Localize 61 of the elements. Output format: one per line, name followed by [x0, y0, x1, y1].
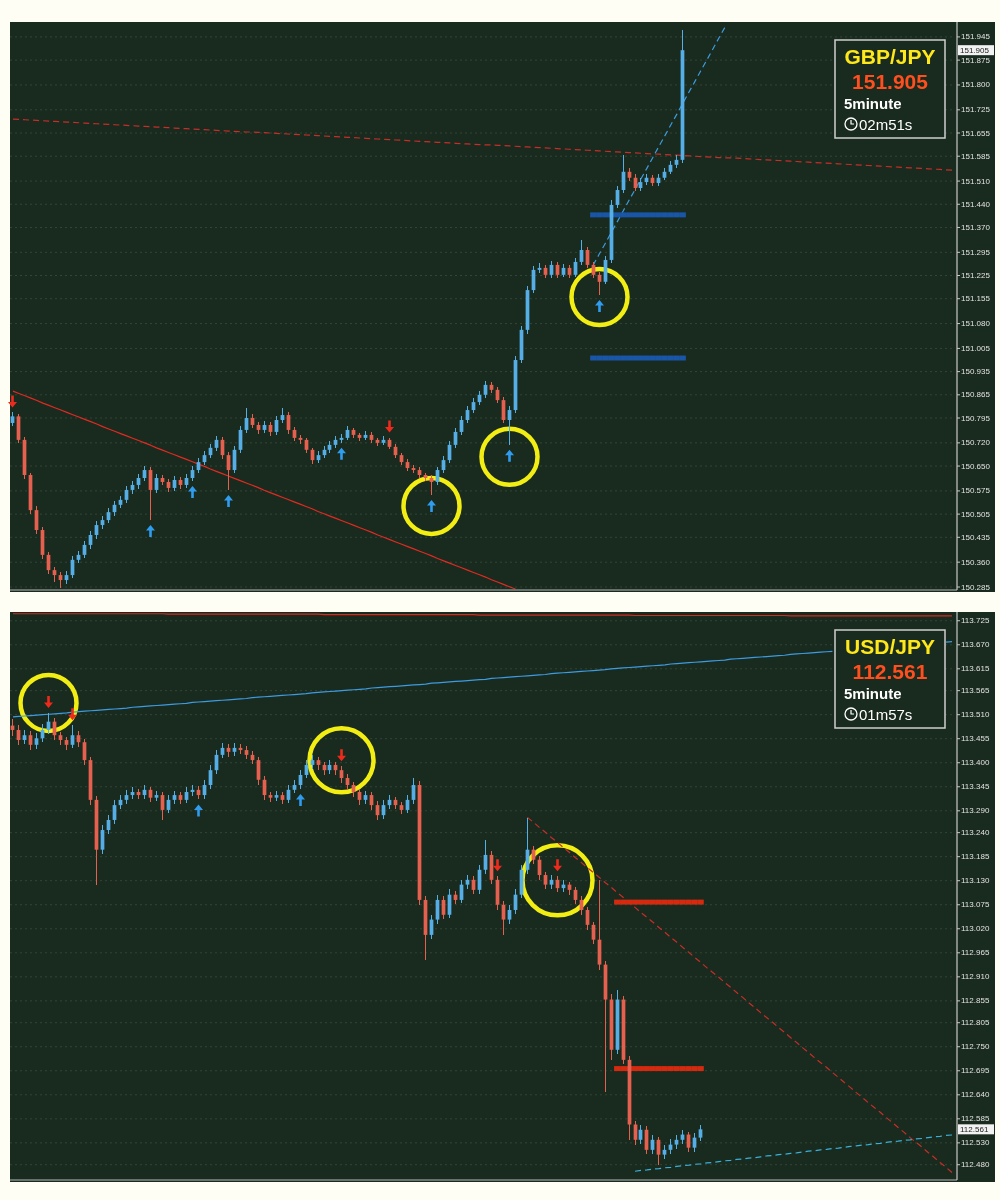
y-tick-label: 151.080 — [961, 319, 991, 329]
y-tick-label: 113.725 — [961, 616, 990, 626]
y-tick-label: 113.075 — [961, 900, 990, 910]
y-tick-label: 113.240 — [961, 828, 990, 838]
y-tick-label: 112.750 — [961, 1042, 990, 1052]
y-tick-label: 113.290 — [961, 806, 990, 816]
y-tick-label: 151.225 — [961, 271, 991, 281]
text: USD/JPY — [845, 635, 935, 658]
line-series — [634, 1134, 953, 1172]
y-tick-label: 151.370 — [961, 222, 991, 232]
y-tick-label: 151.725 — [961, 105, 991, 115]
y-tick-label: 113.565 — [961, 686, 990, 696]
y-tick-label: 112.561 — [960, 1124, 989, 1134]
y-tick-label: 112.640 — [961, 1090, 990, 1100]
y-tick-label: 150.795 — [961, 413, 991, 423]
y-tick-label: 151.585 — [961, 151, 991, 161]
y-tick-label: 151.440 — [961, 199, 991, 209]
y-tick-label: 150.935 — [961, 367, 991, 377]
line-series — [526, 816, 953, 1174]
y-tick-label: 151.005 — [961, 343, 991, 353]
y-tick-label: 112.695 — [961, 1066, 990, 1076]
y-tick-label: 113.185 — [961, 852, 990, 862]
annotation: 02m51s — [859, 116, 913, 133]
y-tick-label: 112.855 — [961, 996, 990, 1006]
y-tick-label: 113.130 — [961, 876, 990, 886]
y-tick-label: 151.945 — [961, 32, 991, 42]
text: GBP/JPY — [844, 45, 936, 68]
annotation: 5minute — [844, 685, 902, 702]
y-tick-label: 113.615 — [961, 664, 990, 674]
line-series — [12, 118, 953, 171]
annotation: 01m57s — [859, 706, 913, 723]
y-tick-label: 112.910 — [961, 972, 990, 982]
y-tick-label: 112.585 — [961, 1114, 990, 1124]
y-tick-label: 151.510 — [961, 176, 991, 186]
y-tick-label: 150.285 — [961, 582, 991, 592]
y-tick-label: 150.650 — [961, 461, 991, 471]
y-tick-label: 113.670 — [961, 640, 990, 650]
y-tick-label: 150.720 — [961, 438, 991, 448]
y-tick-label: 150.505 — [961, 509, 991, 519]
y-tick-label: 151.800 — [961, 80, 991, 90]
annotation: 5minute — [844, 95, 902, 112]
y-tick-label: 150.435 — [961, 532, 991, 542]
y-tick-label: 112.965 — [961, 948, 990, 958]
y-tick-label: 150.360 — [961, 557, 991, 567]
annotation: 151.905 — [852, 70, 929, 93]
y-tick-label: 113.455 — [961, 734, 990, 744]
y-tick-label: 113.345 — [961, 782, 990, 792]
y-tick-label: 151.905 — [960, 45, 990, 55]
y-tick-label: 151.155 — [961, 294, 991, 304]
y-tick-label: 151.655 — [961, 128, 991, 138]
y-tick-label: 112.530 — [961, 1138, 990, 1148]
annotation: 112.561 — [852, 660, 928, 683]
y-tick-label: 113.020 — [961, 924, 990, 934]
y-tick-label: 112.480 — [961, 1160, 990, 1170]
y-tick-label: 151.295 — [961, 247, 991, 257]
y-tick-label: 150.865 — [961, 390, 991, 400]
y-tick-label: 150.575 — [961, 486, 991, 496]
y-tick-label: 112.805 — [961, 1018, 990, 1028]
y-tick-label: 113.510 — [961, 710, 990, 720]
y-tick-label: 151.875 — [961, 55, 991, 65]
y-tick-label: 113.400 — [961, 758, 990, 768]
